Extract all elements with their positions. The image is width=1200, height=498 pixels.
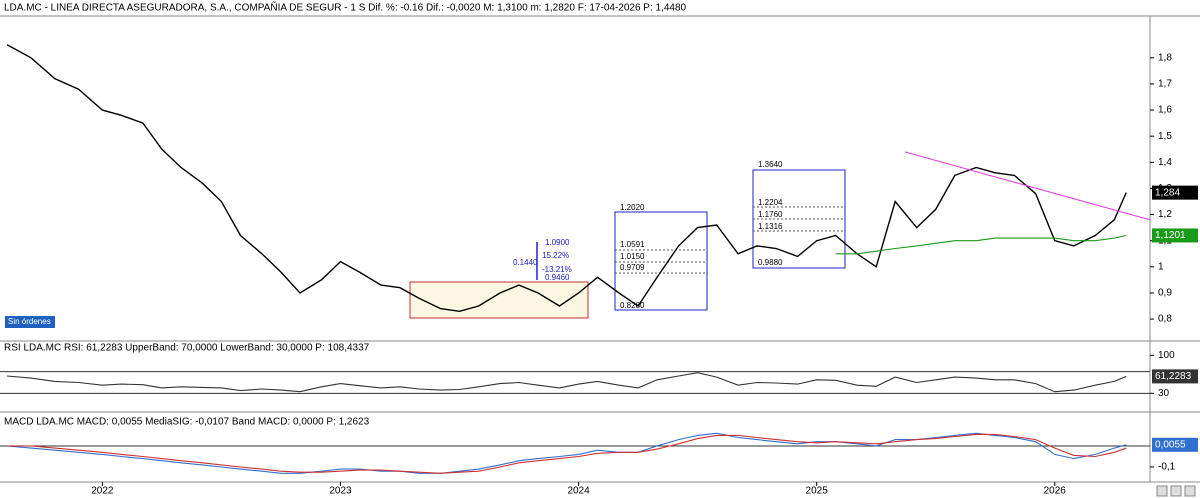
annotation: -13.21% xyxy=(542,265,572,274)
annotation: 1.1316 xyxy=(758,222,783,231)
y-tick-label: 1,6 xyxy=(1158,105,1172,116)
y-tick-label: 0,9 xyxy=(1158,288,1172,299)
range-box xyxy=(409,281,589,319)
series-line xyxy=(7,372,1127,393)
scroll-button[interactable] xyxy=(1184,485,1196,497)
annotation: 0.8280 xyxy=(620,301,645,310)
series-line xyxy=(6,44,1127,313)
last-price-box xyxy=(1152,228,1198,243)
annotation: 1.0591 xyxy=(620,240,645,249)
last-price-label: 1,1201 xyxy=(1155,230,1186,241)
annotation: 15.22% xyxy=(542,251,569,260)
y-tick-label: 1,7 xyxy=(1158,79,1172,90)
last-price-box xyxy=(1152,369,1198,384)
annotation: 0.9880 xyxy=(758,258,783,267)
annotation: 1.0900 xyxy=(545,238,570,247)
annotation: 1.2204 xyxy=(758,198,783,207)
y-tick-label: 30 xyxy=(1158,388,1170,399)
series-line xyxy=(835,234,1127,255)
annotation: 0.9709 xyxy=(620,263,645,272)
scroll-button[interactable] xyxy=(1156,485,1168,497)
scroll-button[interactable] xyxy=(1170,485,1182,497)
status-badge xyxy=(5,316,55,328)
annotation: 0.9460 xyxy=(545,273,570,282)
panel-frames xyxy=(0,15,1200,483)
y-tick-label: 1,4 xyxy=(1158,157,1172,168)
panel-title: LDA.MC - LINEA DIRECTA ASEGURADORA, S.A.… xyxy=(4,1,687,14)
fib-box xyxy=(614,211,708,311)
y-tick-label: 1,5 xyxy=(1158,131,1172,142)
last-price-box xyxy=(1152,185,1198,200)
y-tick-label: 1,8 xyxy=(1158,52,1172,63)
y-tick-label: 1 xyxy=(1158,261,1164,272)
annotation: 1.3640 xyxy=(758,160,783,169)
fib-levels xyxy=(615,206,845,274)
panel-title: RSI LDA.MC RSI: 61,2283 UpperBand: 70,00… xyxy=(4,343,370,354)
last-price-box xyxy=(1152,437,1198,452)
annotation: 1.1760 xyxy=(758,210,783,219)
series-line xyxy=(7,433,1127,474)
annotation: 0.1440 xyxy=(513,258,538,267)
x-tick-label: 2023 xyxy=(329,486,352,497)
last-price-label: 0,0055 xyxy=(1155,439,1186,450)
y-tick-label: 0,8 xyxy=(1158,314,1172,325)
x-tick-label: 2026 xyxy=(1044,486,1067,497)
x-tick-label: 2022 xyxy=(91,486,114,497)
last-price-label: 1,284 xyxy=(1155,187,1180,198)
series-line xyxy=(7,432,1127,474)
panel-title: MACD LDA.MC MACD: 0,0055 MediaSIG: -0,01… xyxy=(4,417,370,428)
series-line xyxy=(904,151,1151,221)
x-tick-label: 2024 xyxy=(567,486,590,497)
y-tick-label: 100 xyxy=(1158,350,1175,361)
annotation: 1.2020 xyxy=(620,203,645,212)
y-tick-label: -0,1 xyxy=(1158,462,1176,473)
last-price-label: 61,2283 xyxy=(1155,371,1192,382)
y-tick-label: 1,2 xyxy=(1158,209,1172,220)
annotation: Sin órdenes xyxy=(8,317,51,326)
annotation: 1.0150 xyxy=(620,252,645,261)
x-tick-label: 2025 xyxy=(806,486,829,497)
